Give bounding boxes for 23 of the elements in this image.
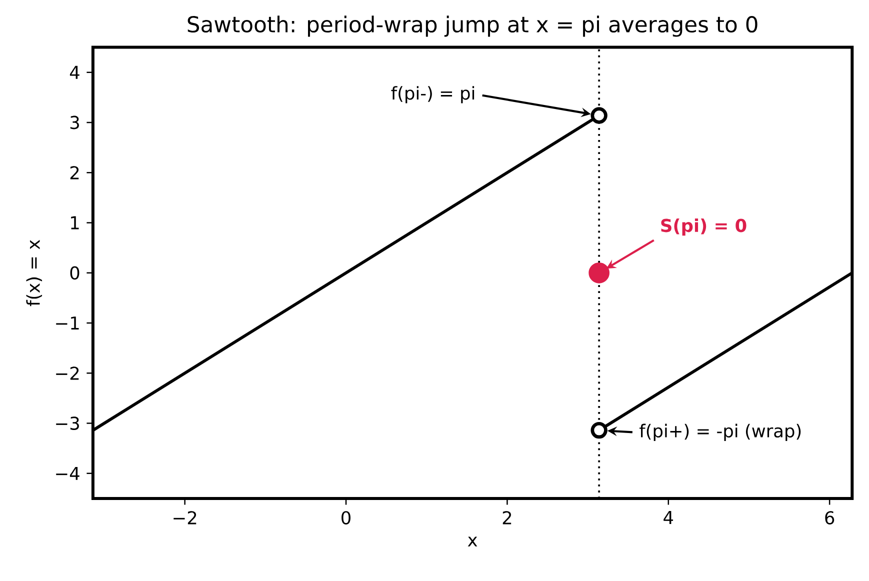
x-axis-title: x [468,536,478,546]
y-tick-label: 4 [70,66,80,79]
annotation: S(pi) = 0 [661,218,746,236]
point [590,422,608,438]
y-tick-label: 3 [70,116,79,130]
x-tick-label: 4 [664,510,674,524]
annotation: f(pi+) = -pi (wrap) [639,424,801,441]
x-tick-label: 0 [342,510,350,524]
annotation: f(pi-) = pi [391,86,474,104]
y-tick-label: 2 [70,166,79,180]
y-tick-label: −4 [56,466,80,480]
chart-title: Sawtooth: period-wrap jump at x = pi averages to 0 [188,15,758,37]
x-tick-label: 6 [825,510,834,524]
point [590,106,608,124]
y-tick-label: −3 [56,416,79,430]
y-tick-label: −2 [56,366,79,380]
x-tick-label: −2 [174,510,196,524]
y-tick-label: −1 [56,316,79,330]
x-tick-label: 2 [502,510,512,524]
point [588,262,610,284]
y-axis-title: f(x) = x [26,240,42,306]
y-tick-label: 0 [70,266,80,280]
y-tick-label: 1 [71,216,79,230]
